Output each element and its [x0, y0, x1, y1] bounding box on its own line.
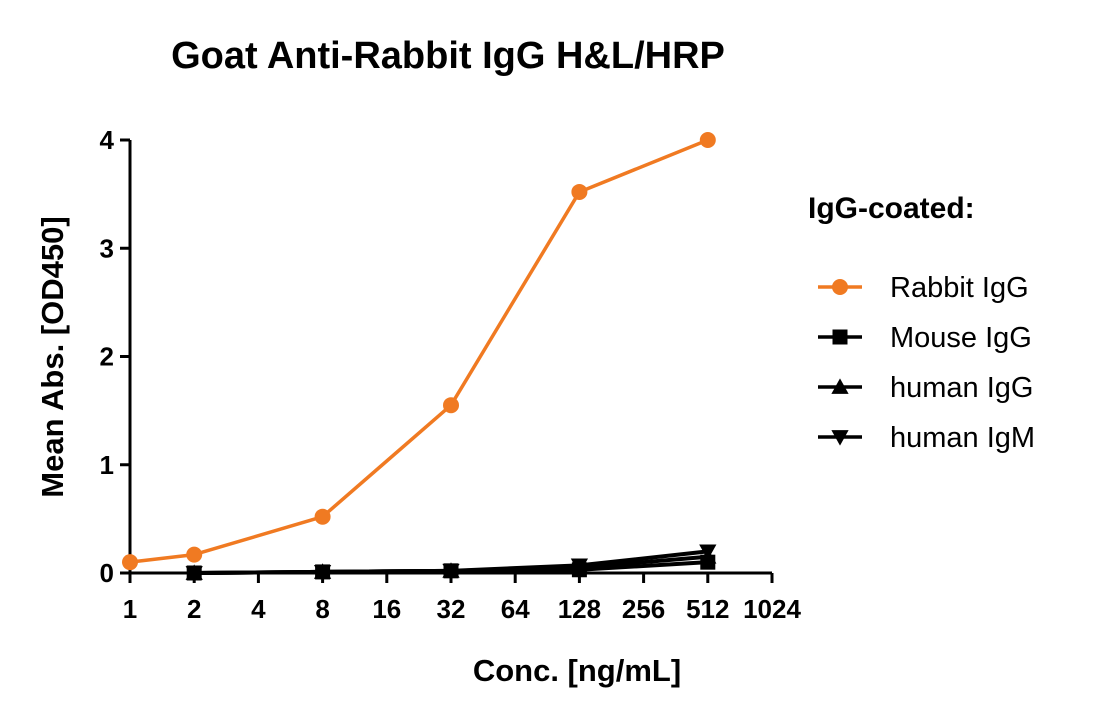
- data-point: [313, 565, 332, 581]
- x-tick-label: 64: [501, 594, 530, 624]
- legend-swatch-marker: [832, 329, 848, 345]
- legend-label: human IgM: [890, 422, 1035, 454]
- legend-label: human IgG: [890, 372, 1033, 404]
- legend-item: human IgM: [818, 422, 1035, 454]
- series-3: [185, 544, 717, 582]
- legend-swatch-marker: [831, 430, 849, 446]
- data-point: [699, 132, 716, 148]
- legend-label: Mouse IgG: [890, 322, 1032, 354]
- data-point: [570, 558, 589, 575]
- x-tick-label: 512: [686, 594, 729, 624]
- data-point: [122, 554, 138, 571]
- y-tick-label: 0: [100, 558, 114, 588]
- x-tick-label: 32: [437, 594, 466, 624]
- x-axis-label: Conc. [ng/mL]: [473, 653, 681, 688]
- data-point: [185, 566, 203, 582]
- data-point: [699, 544, 717, 560]
- x-tick-label: 128: [558, 594, 601, 624]
- series-line: [129, 138, 709, 564]
- data-point: [314, 508, 331, 525]
- y-tick-label: 2: [100, 342, 114, 372]
- legend-swatch-marker: [832, 279, 848, 295]
- data-point: [443, 397, 459, 414]
- x-tick-label: 4: [251, 594, 266, 624]
- legend-item: human IgG: [818, 372, 1033, 404]
- chart-title: Goat Anti-Rabbit IgG H&L/HRP: [171, 35, 725, 77]
- x-tick-label: 16: [372, 594, 401, 624]
- x-tick-label: 256: [622, 594, 665, 624]
- legend: Rabbit IgG Mouse IgG human IgG human IgM: [818, 272, 1035, 454]
- series-0: [122, 132, 716, 571]
- series-layer: [122, 132, 717, 582]
- y-tick-label: 3: [100, 233, 114, 263]
- x-tick-label: 2: [187, 594, 201, 624]
- legend-label: Rabbit IgG: [890, 272, 1029, 304]
- x-tick-label: 8: [315, 594, 329, 624]
- y-axis-label: Mean Abs. [OD450]: [35, 216, 70, 497]
- y-tick-label: 1: [100, 450, 114, 480]
- data-point: [571, 183, 588, 200]
- x-tick-label: 1024: [743, 594, 801, 624]
- data-point: [442, 563, 460, 580]
- x-tick-label: 1: [123, 594, 137, 624]
- y-tick-label: 4: [100, 125, 115, 155]
- legend-swatch-marker: [831, 378, 849, 394]
- data-point: [186, 546, 203, 563]
- legend-title: IgG-coated:: [808, 192, 975, 225]
- legend-item: Mouse IgG: [818, 322, 1032, 354]
- legend-item: Rabbit IgG: [818, 272, 1029, 304]
